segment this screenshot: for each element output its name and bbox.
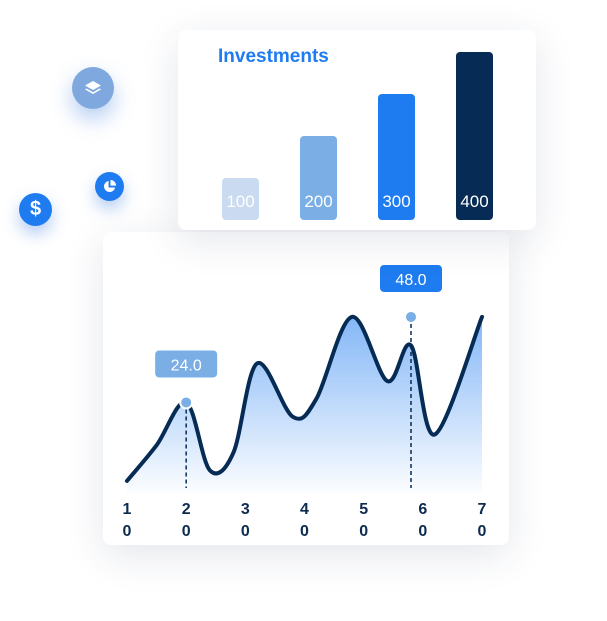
bar-100: [222, 178, 259, 220]
bar-400: [456, 52, 493, 220]
bar-label-100: 100: [226, 192, 254, 211]
bar-label-400: 400: [460, 192, 488, 211]
dollar-icon: $: [19, 193, 52, 226]
investments-title: Investments: [218, 46, 329, 67]
pie-chart-icon: [95, 172, 124, 201]
annotation-48.0: 48.0: [380, 264, 442, 488]
line-chart: 24.0 48.0 1 0 2 0 3 0 4 0 5 0 6 0 7 0: [123, 264, 487, 540]
dollar-glyph: $: [29, 198, 42, 220]
area-fill: [127, 316, 482, 492]
annotation-24.0: 24.0: [155, 350, 218, 488]
line-chart-card: 24.0 48.0 1 0 2 0 3 0 4 0 5 0 6 0 7 0: [103, 232, 509, 545]
bar-200: [300, 136, 337, 220]
bar-label-200: 200: [304, 192, 332, 211]
investments-card: Investments 100 200 300 400: [178, 30, 536, 230]
annotation-label: 24.0: [171, 357, 202, 374]
bar-label-300: 300: [382, 192, 410, 211]
series-line: [125, 314, 484, 483]
annotation-label: 48.0: [395, 272, 426, 289]
layers-icon: [72, 67, 114, 109]
investments-bar-chart: 100 200 300 400: [222, 52, 493, 220]
bar-300: [378, 94, 415, 220]
